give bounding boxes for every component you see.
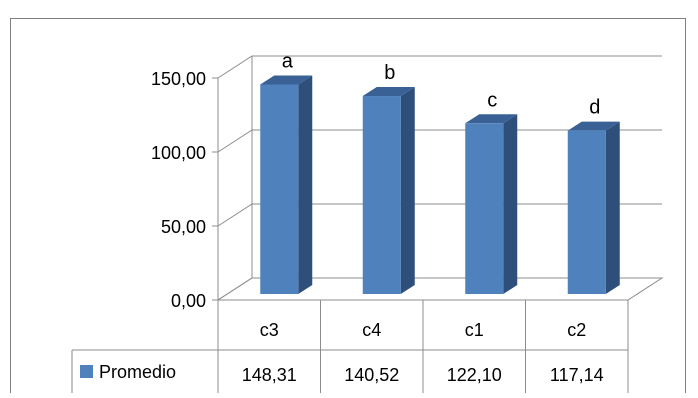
category-label: c1	[465, 320, 484, 340]
bar-top	[567, 121, 620, 131]
category-label: c3	[260, 320, 279, 340]
category-label: c2	[567, 320, 586, 340]
bar	[260, 84, 299, 295]
chart-walls	[216, 56, 664, 301]
annotation-letter: d	[589, 97, 600, 119]
legend-swatch	[80, 365, 93, 378]
floor-plane	[216, 277, 664, 301]
bar	[567, 130, 606, 294]
bars	[260, 75, 620, 295]
bar	[465, 123, 504, 295]
annotation-letter: a	[282, 51, 294, 73]
bar-side	[605, 121, 620, 294]
bar-top	[465, 114, 518, 124]
data-table-value: 117,14	[550, 365, 604, 385]
y-tick-label: 100,00	[151, 143, 206, 163]
y-tick-label: 50,00	[161, 217, 206, 237]
bar-top	[362, 87, 415, 97]
data-table-value: 122,10	[447, 365, 502, 385]
y-tick-label: 150,00	[151, 69, 206, 89]
annotations: a b c d	[282, 51, 601, 119]
bar-side	[400, 87, 415, 295]
y-tick-labels: 0,00 50,00 100,00 150,00	[151, 69, 206, 311]
category-label: c4	[362, 320, 381, 340]
y-tick-label: 0,00	[171, 291, 206, 311]
annotation-letter: b	[384, 62, 395, 84]
data-table-value: 140,52	[344, 365, 399, 385]
data-table: c3 148,31 c4 140,52 c1 122,10 c2 117,14 Promedio	[71, 300, 629, 393]
bar-side	[298, 75, 313, 295]
legend-series-name: Promedio	[99, 362, 176, 382]
bar-top	[260, 75, 313, 85]
bar	[362, 96, 401, 295]
annotation-letter: c	[487, 89, 497, 111]
data-table-value: 148,31	[242, 365, 297, 385]
bar-side	[503, 114, 518, 295]
